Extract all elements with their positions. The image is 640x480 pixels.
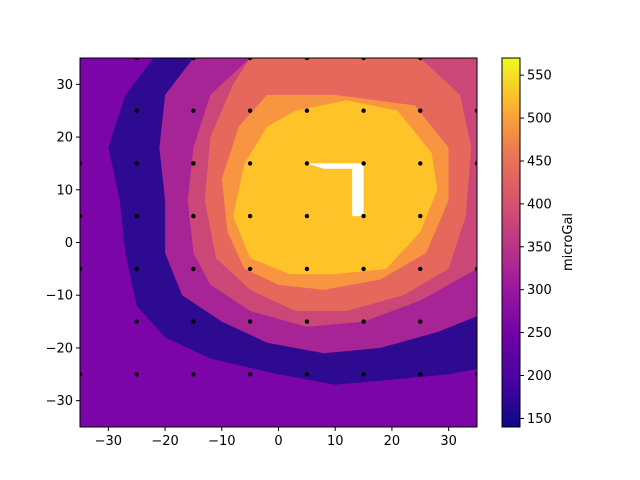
y-axis: −30 −20 −10 0 10 20 30 <box>46 78 80 409</box>
data-point <box>418 213 423 219</box>
data-point <box>418 108 423 113</box>
data-point <box>134 319 139 324</box>
data-point <box>304 108 310 113</box>
data-point <box>304 213 310 219</box>
data-point <box>247 319 253 324</box>
colorbar-tick-label: 400 <box>527 197 552 212</box>
y-tick-label: 30 <box>56 78 73 93</box>
data-point <box>134 161 139 166</box>
colorbar-gradient <box>501 57 521 428</box>
data-point <box>418 319 423 324</box>
data-point <box>191 319 196 324</box>
data-point <box>80 372 83 377</box>
y-tick-label: 10 <box>56 183 73 198</box>
data-point <box>418 161 423 166</box>
x-tick-label: −30 <box>95 434 122 449</box>
data-point <box>361 266 366 272</box>
data-point <box>247 108 253 113</box>
data-point <box>134 108 139 113</box>
x-tick-label: 20 <box>384 434 401 449</box>
data-point <box>361 372 366 377</box>
colorbar-tick-label: 150 <box>527 412 552 427</box>
colorbar-label: microGal <box>561 213 576 271</box>
y-tick-label: −10 <box>46 289 73 304</box>
data-point <box>191 266 196 272</box>
data-point <box>134 266 139 272</box>
y-tick-label: 0 <box>65 236 73 251</box>
data-points <box>80 58 477 377</box>
colorbar-tick-label: 500 <box>527 112 552 127</box>
data-point <box>247 161 253 166</box>
data-point <box>474 372 477 377</box>
data-point <box>134 213 139 219</box>
data-point <box>247 266 253 272</box>
x-axis: −30 −20 −10 0 10 20 30 <box>95 427 457 449</box>
data-point <box>134 372 139 377</box>
contour-band-1 <box>80 58 477 427</box>
data-point <box>80 266 83 272</box>
colorbar-tick-label: 300 <box>527 283 552 298</box>
data-point <box>191 58 196 61</box>
colorbar-tick-label: 250 <box>527 326 552 341</box>
data-point <box>247 213 253 219</box>
colorbar-ticks: 150 200 250 300 350 400 450 500 550 <box>520 69 552 427</box>
data-point <box>134 58 139 61</box>
data-point <box>304 372 310 377</box>
x-tick-label: −10 <box>208 434 235 449</box>
x-tick-label: 0 <box>274 434 282 449</box>
x-tick-label: −20 <box>151 434 178 449</box>
data-point <box>361 161 366 166</box>
y-tick-label: 20 <box>56 131 73 146</box>
data-point <box>304 266 310 272</box>
data-point <box>191 213 196 219</box>
x-tick-label: 10 <box>327 434 344 449</box>
y-tick-label: −30 <box>46 394 73 409</box>
data-point <box>361 213 366 219</box>
colorbar-tick-label: 450 <box>527 154 552 169</box>
data-point <box>361 108 366 113</box>
data-point <box>247 58 253 61</box>
data-point <box>418 266 423 272</box>
data-point <box>474 266 477 272</box>
colorbar-tick-label: 200 <box>527 369 552 384</box>
contour-hole <box>306 163 364 217</box>
data-point <box>361 58 366 61</box>
colorbar-tick-label: 350 <box>527 240 552 255</box>
contour-gap <box>306 163 364 217</box>
data-point <box>80 213 83 219</box>
data-point <box>304 319 310 324</box>
colorbar: 150 200 250 300 350 400 450 500 550 microGal <box>501 57 576 428</box>
data-point <box>474 161 477 166</box>
colorbar-tick-label: 550 <box>527 69 552 84</box>
x-tick-label: 30 <box>440 434 457 449</box>
data-point <box>304 161 310 166</box>
plot-area <box>79 57 478 428</box>
data-point <box>361 319 366 324</box>
data-point <box>418 58 423 61</box>
data-point <box>80 161 83 166</box>
data-point <box>191 108 196 113</box>
contour-band-6 <box>233 100 438 275</box>
data-point <box>191 161 196 166</box>
data-point <box>304 58 310 61</box>
data-point <box>191 372 196 377</box>
y-tick-label: −20 <box>46 341 73 356</box>
contour-bands <box>80 58 477 427</box>
data-point <box>418 372 423 377</box>
data-point <box>474 108 477 113</box>
data-point <box>247 372 253 377</box>
